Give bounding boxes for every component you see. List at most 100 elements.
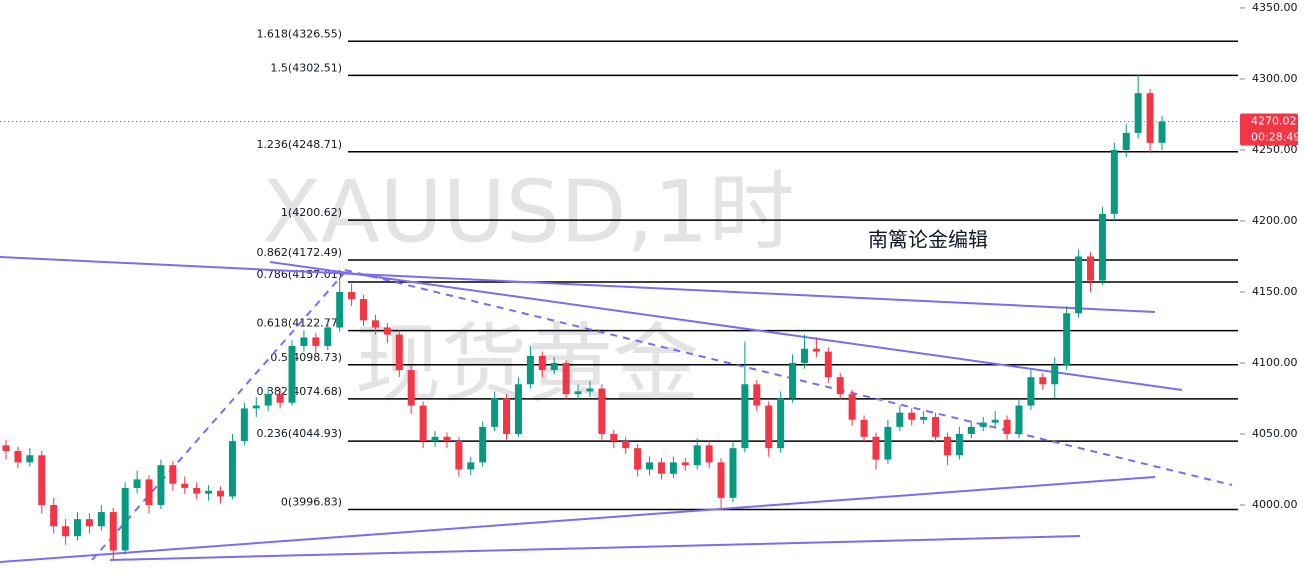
y-tick-label: 4100.00 (1252, 356, 1298, 369)
candle-body (383, 327, 391, 335)
candle-body (240, 408, 248, 442)
candle-body (681, 462, 689, 466)
candle-body (62, 526, 70, 537)
y-tick-label: 4150.00 (1252, 285, 1298, 298)
fib-label: 0.862(4172.49) (256, 246, 342, 259)
candle-body (324, 327, 332, 346)
watermark: XAUUSD,1时 (262, 162, 795, 262)
candle-body (2, 445, 10, 452)
y-tick-label: 4350.00 (1252, 1, 1298, 14)
candle-body (860, 419, 868, 437)
candle-body (741, 384, 749, 449)
candle-body (252, 405, 260, 409)
candle-body (336, 291, 344, 328)
candle-body (979, 422, 987, 427)
candle-body (121, 487, 129, 551)
candle-body (491, 398, 499, 427)
candle-body (646, 462, 654, 470)
trendline (269, 261, 1183, 391)
candle-body (14, 451, 22, 463)
candle-body (1039, 377, 1047, 385)
candle-body (228, 441, 236, 497)
candle-body (1075, 256, 1083, 314)
candle-body (97, 512, 105, 527)
annotation: 南篱论金编辑 (868, 228, 988, 252)
last-price-label: 4270.02 (1251, 115, 1297, 128)
candle-body (729, 448, 737, 498)
candle-body (145, 479, 153, 505)
candle-body (789, 362, 797, 399)
trendline (344, 269, 1233, 486)
candle-body (479, 426, 487, 463)
candle-body (514, 384, 522, 434)
candle-body (431, 436, 439, 442)
candle-body (932, 416, 940, 437)
fib-label: 0.236(4044.93) (256, 427, 342, 440)
trendline (0, 476, 1156, 563)
candle-body (74, 519, 82, 537)
candle-body (669, 462, 677, 474)
trendlines (0, 256, 1233, 563)
candle-body (467, 462, 475, 470)
candle-body (1146, 93, 1154, 143)
fib-label: 1(4200.62) (281, 206, 342, 219)
candle-body (908, 412, 916, 420)
candle-body (765, 405, 773, 449)
candle-body (109, 512, 117, 551)
candle-body (1051, 365, 1059, 385)
last-price-box (1240, 113, 1298, 146)
candle-body (562, 362, 570, 395)
candle-body (169, 465, 177, 484)
candle-body (884, 426, 892, 460)
candle-body (622, 441, 630, 449)
candle-body (812, 348, 820, 352)
candle-body (419, 405, 427, 442)
trendline (109, 535, 1081, 561)
candle-body (872, 436, 880, 460)
candle-body (1122, 132, 1130, 150)
candle-body (181, 483, 189, 488)
candle-body (967, 426, 975, 434)
candle-body (920, 416, 928, 420)
y-tick-label: 4250.00 (1252, 143, 1298, 156)
fib-label: 1.5(4302.51) (270, 61, 342, 74)
candle-body (205, 490, 213, 494)
fib-label: 0(3996.83) (281, 495, 342, 508)
candle-body (217, 490, 225, 497)
candle-body (717, 462, 725, 498)
candle-body (1134, 93, 1142, 133)
candle-body (455, 441, 463, 470)
countdown-label: 00:28:49 (1251, 131, 1300, 144)
candle-body (300, 337, 308, 346)
y-tick-label: 4000.00 (1252, 498, 1298, 511)
candle-body (824, 351, 832, 378)
candle-body (836, 377, 844, 395)
candle-body (777, 398, 785, 449)
candle-body (276, 394, 284, 403)
y-tick-label: 4200.00 (1252, 214, 1298, 227)
fib-label: 1.236(4248.71) (256, 138, 342, 151)
candle-body (943, 436, 951, 456)
candle-body (896, 412, 904, 427)
candle-body (1086, 256, 1094, 281)
candle-body (1015, 405, 1023, 434)
y-tick-label: 4050.00 (1252, 427, 1298, 440)
candle-body (26, 455, 34, 463)
candle-body (193, 487, 201, 494)
candle-body (610, 433, 618, 442)
candle-body (133, 479, 141, 488)
candle-body (1158, 121, 1166, 143)
candle-body (848, 394, 856, 420)
fib-label: 1.618(4326.55) (256, 27, 342, 40)
candle-body (1027, 377, 1035, 406)
trendline (0, 256, 1156, 313)
candle-body (705, 445, 713, 463)
candle-body (657, 462, 665, 474)
candle-body (443, 436, 451, 442)
candle-body (550, 362, 558, 371)
candle-body (157, 465, 165, 505)
fib-label: 0.5(4098.73) (270, 351, 342, 364)
candle-body (1003, 419, 1011, 434)
